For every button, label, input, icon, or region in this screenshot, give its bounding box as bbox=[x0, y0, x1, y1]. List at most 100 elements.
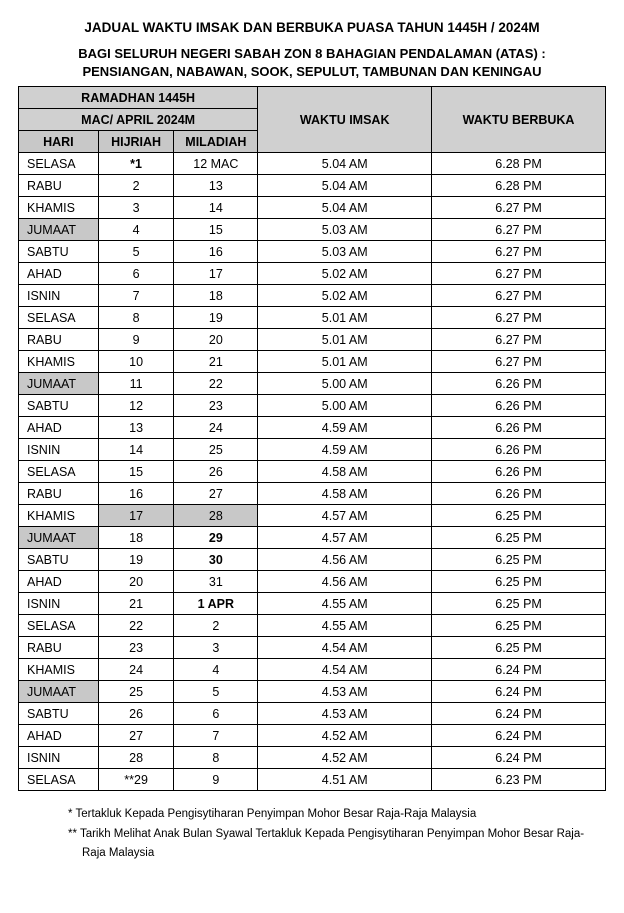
cell-hijriah: 9 bbox=[98, 329, 174, 351]
cell-imsak: 5.01 AM bbox=[258, 351, 432, 373]
cell-hari: JUMAAT bbox=[19, 373, 99, 395]
cell-hari: AHAD bbox=[19, 263, 99, 285]
cell-imsak: 4.55 AM bbox=[258, 615, 432, 637]
cell-imsak: 4.52 AM bbox=[258, 725, 432, 747]
cell-hijriah: 25 bbox=[98, 681, 174, 703]
cell-imsak: 4.57 AM bbox=[258, 505, 432, 527]
cell-hari: ISNIN bbox=[19, 285, 99, 307]
cell-miladiah: 27 bbox=[174, 483, 258, 505]
cell-imsak: 4.59 AM bbox=[258, 439, 432, 461]
cell-hijriah: 13 bbox=[98, 417, 174, 439]
cell-berbuka: 6.25 PM bbox=[432, 615, 606, 637]
cell-hari: RABU bbox=[19, 483, 99, 505]
cell-miladiah: 14 bbox=[174, 197, 258, 219]
cell-hari: SELASA bbox=[19, 307, 99, 329]
cell-hari: SABTU bbox=[19, 549, 99, 571]
cell-miladiah: 12 MAC bbox=[174, 153, 258, 175]
table-row: AHAD13244.59 AM6.26 PM bbox=[19, 417, 606, 439]
cell-hari: SELASA bbox=[19, 153, 99, 175]
cell-imsak: 4.54 AM bbox=[258, 637, 432, 659]
cell-hari: JUMAAT bbox=[19, 527, 99, 549]
table-row: AHAD6175.02 AM6.27 PM bbox=[19, 263, 606, 285]
cell-imsak: 5.04 AM bbox=[258, 153, 432, 175]
cell-hari: ISNIN bbox=[19, 439, 99, 461]
cell-berbuka: 6.24 PM bbox=[432, 681, 606, 703]
table-row: RABU2135.04 AM6.28 PM bbox=[19, 175, 606, 197]
cell-hijriah: *1 bbox=[98, 153, 174, 175]
cell-berbuka: 6.27 PM bbox=[432, 285, 606, 307]
cell-hijriah: 11 bbox=[98, 373, 174, 395]
cell-imsak: 4.55 AM bbox=[258, 593, 432, 615]
cell-imsak: 5.02 AM bbox=[258, 263, 432, 285]
cell-hari: SELASA bbox=[19, 615, 99, 637]
cell-berbuka: 6.27 PM bbox=[432, 219, 606, 241]
table-row: SABTU12235.00 AM6.26 PM bbox=[19, 395, 606, 417]
cell-berbuka: 6.28 PM bbox=[432, 153, 606, 175]
cell-hari: ISNIN bbox=[19, 747, 99, 769]
table-row: SELASA**2994.51 AM6.23 PM bbox=[19, 769, 606, 791]
cell-hijriah: 5 bbox=[98, 241, 174, 263]
cell-hari: RABU bbox=[19, 637, 99, 659]
cell-imsak: 5.00 AM bbox=[258, 395, 432, 417]
cell-berbuka: 6.25 PM bbox=[432, 571, 606, 593]
cell-miladiah: 5 bbox=[174, 681, 258, 703]
footnote-2: ** Tarikh Melihat Anak Bulan Syawal Tert… bbox=[68, 825, 606, 862]
cell-berbuka: 6.26 PM bbox=[432, 461, 606, 483]
table-row: KHAMIS3145.04 AM6.27 PM bbox=[19, 197, 606, 219]
cell-miladiah: 26 bbox=[174, 461, 258, 483]
cell-miladiah: 21 bbox=[174, 351, 258, 373]
table-row: SELASA*112 MAC5.04 AM6.28 PM bbox=[19, 153, 606, 175]
cell-berbuka: 6.23 PM bbox=[432, 769, 606, 791]
cell-miladiah: 17 bbox=[174, 263, 258, 285]
cell-berbuka: 6.26 PM bbox=[432, 483, 606, 505]
cell-berbuka: 6.25 PM bbox=[432, 593, 606, 615]
cell-berbuka: 6.25 PM bbox=[432, 505, 606, 527]
footnotes: * Tertakluk Kepada Pengisytiharan Penyim… bbox=[18, 805, 606, 862]
cell-imsak: 4.53 AM bbox=[258, 681, 432, 703]
cell-berbuka: 6.26 PM bbox=[432, 395, 606, 417]
cell-imsak: 5.04 AM bbox=[258, 197, 432, 219]
cell-miladiah: 24 bbox=[174, 417, 258, 439]
cell-hijriah: **29 bbox=[98, 769, 174, 791]
cell-hari: RABU bbox=[19, 329, 99, 351]
cell-berbuka: 6.24 PM bbox=[432, 659, 606, 681]
cell-imsak: 4.53 AM bbox=[258, 703, 432, 725]
table-row: ISNIN7185.02 AM6.27 PM bbox=[19, 285, 606, 307]
cell-miladiah: 25 bbox=[174, 439, 258, 461]
cell-hari: SELASA bbox=[19, 461, 99, 483]
cell-miladiah: 13 bbox=[174, 175, 258, 197]
cell-miladiah: 2 bbox=[174, 615, 258, 637]
cell-berbuka: 6.26 PM bbox=[432, 373, 606, 395]
header-macapril: MAC/ APRIL 2024M bbox=[19, 109, 258, 131]
cell-miladiah: 29 bbox=[174, 527, 258, 549]
cell-miladiah: 19 bbox=[174, 307, 258, 329]
cell-miladiah: 20 bbox=[174, 329, 258, 351]
cell-berbuka: 6.24 PM bbox=[432, 747, 606, 769]
header-miladiah: MILADIAH bbox=[174, 131, 258, 153]
table-row: SELASA8195.01 AM6.27 PM bbox=[19, 307, 606, 329]
cell-imsak: 5.01 AM bbox=[258, 307, 432, 329]
table-row: RABU16274.58 AM6.26 PM bbox=[19, 483, 606, 505]
table-row: JUMAAT4155.03 AM6.27 PM bbox=[19, 219, 606, 241]
table-row: KHAMIS10215.01 AM6.27 PM bbox=[19, 351, 606, 373]
cell-hari: KHAMIS bbox=[19, 351, 99, 373]
cell-hijriah: 18 bbox=[98, 527, 174, 549]
table-row: KHAMIS2444.54 AM6.24 PM bbox=[19, 659, 606, 681]
table-row: SELASA2224.55 AM6.25 PM bbox=[19, 615, 606, 637]
cell-hijriah: 17 bbox=[98, 505, 174, 527]
cell-miladiah: 31 bbox=[174, 571, 258, 593]
cell-berbuka: 6.26 PM bbox=[432, 439, 606, 461]
page-subtitle: BAGI SELURUH NEGERI SABAH ZON 8 BAHAGIAN… bbox=[18, 45, 606, 80]
prayer-times-table: RAMADHAN 1445H WAKTU IMSAK WAKTU BERBUKA… bbox=[18, 86, 606, 791]
cell-imsak: 5.02 AM bbox=[258, 285, 432, 307]
cell-miladiah: 23 bbox=[174, 395, 258, 417]
cell-hijriah: 6 bbox=[98, 263, 174, 285]
table-row: RABU9205.01 AM6.27 PM bbox=[19, 329, 606, 351]
cell-berbuka: 6.27 PM bbox=[432, 197, 606, 219]
cell-hari: KHAMIS bbox=[19, 197, 99, 219]
table-row: ISNIN2884.52 AM6.24 PM bbox=[19, 747, 606, 769]
table-row: JUMAAT11225.00 AM6.26 PM bbox=[19, 373, 606, 395]
cell-hari: SABTU bbox=[19, 241, 99, 263]
table-row: AHAD2774.52 AM6.24 PM bbox=[19, 725, 606, 747]
cell-berbuka: 6.27 PM bbox=[432, 263, 606, 285]
